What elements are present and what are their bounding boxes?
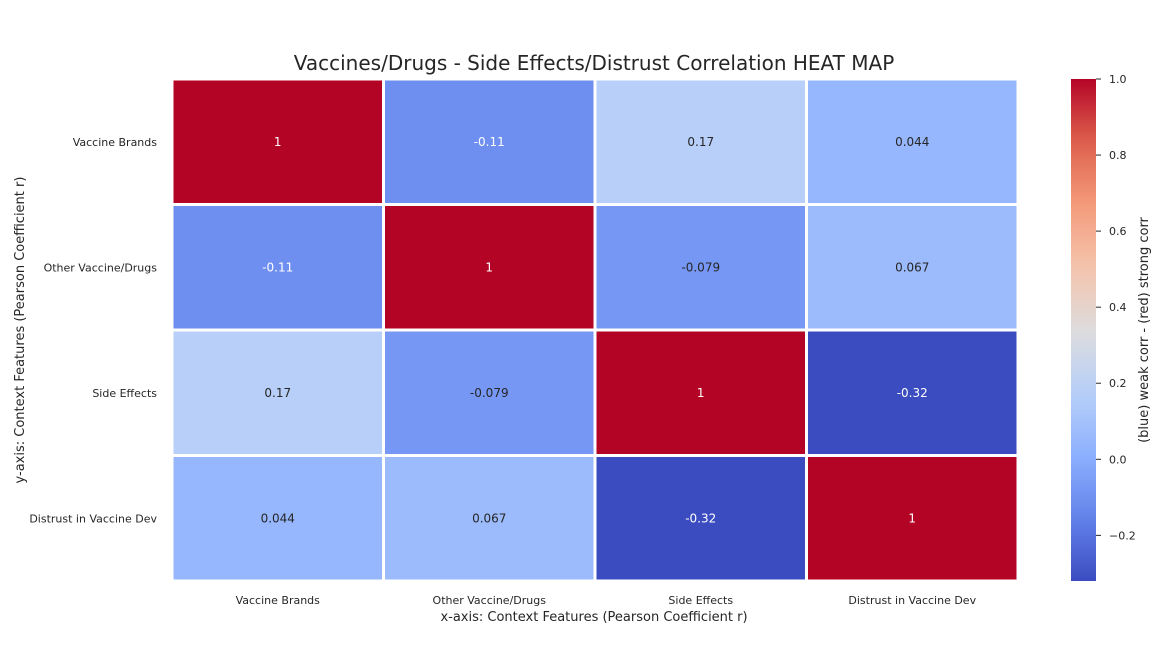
cell-value-label: -0.079 <box>470 386 509 400</box>
cell-value-label: 0.044 <box>261 511 295 525</box>
cell-value-label: -0.32 <box>685 511 716 525</box>
heatmap-cell <box>382 328 597 457</box>
y-tick-label: Other Vaccine/Drugs <box>44 261 158 274</box>
cell-value-label: 1 <box>485 260 493 274</box>
cell-value-label: -0.11 <box>262 260 293 274</box>
colorbar-tick-label: −0.2 <box>1109 529 1136 542</box>
y-tick-label: Side Effects <box>92 387 157 400</box>
heatmap-cell <box>805 77 1020 206</box>
cell-value-label: 0.067 <box>895 260 929 274</box>
y-axis-label: y-axis: Context Features (Pearson Coeffi… <box>13 177 28 484</box>
colorbar-tick-label: 0.2 <box>1109 377 1127 390</box>
cell-value-label: 1 <box>697 386 705 400</box>
cell-value-label: 1 <box>908 511 916 525</box>
cell-value-label: 0.067 <box>472 511 506 525</box>
colorbar <box>1071 79 1096 581</box>
heatmap-cell <box>170 454 385 583</box>
cell-value-label: -0.32 <box>897 386 928 400</box>
cell-value-label: 0.044 <box>895 135 929 149</box>
x-tick-label: Vaccine Brands <box>236 594 321 607</box>
x-tick-label: Side Effects <box>668 594 733 607</box>
y-tick-label: Distrust in Vaccine Dev <box>29 512 157 525</box>
colorbar-tick-label: 0.8 <box>1109 149 1127 162</box>
heatmap-cell <box>382 454 597 583</box>
heatmap-cell <box>382 77 597 206</box>
x-tick-label: Distrust in Vaccine Dev <box>848 594 976 607</box>
x-tick-label: Other Vaccine/Drugs <box>433 594 547 607</box>
colorbar-tick-label: 1.0 <box>1109 73 1127 86</box>
heatmap-cell <box>805 328 1020 457</box>
cell-value-label: 0.17 <box>687 135 714 149</box>
heatmap-cell <box>593 77 808 206</box>
chart-title: Vaccines/Drugs - Side Effects/Distrust C… <box>294 51 895 75</box>
heatmap-cell <box>170 77 385 206</box>
cell-value-label: 1 <box>274 135 282 149</box>
x-axis-label: x-axis: Context Features (Pearson Coeffi… <box>440 610 747 625</box>
colorbar-tick-label: 0.6 <box>1109 225 1127 238</box>
cell-value-label: -0.079 <box>681 260 720 274</box>
heatmap-cell <box>805 203 1020 332</box>
cell-value-label: -0.11 <box>474 135 505 149</box>
y-tick-label: Vaccine Brands <box>73 136 158 149</box>
colorbar-tick-label: 0.4 <box>1109 301 1127 314</box>
cell-value-label: 0.17 <box>264 386 291 400</box>
colorbar-label: (blue) weak corr - (red) strong corr <box>1137 216 1152 442</box>
heatmap-cell <box>805 454 1020 583</box>
colorbar-tick-label: 0.0 <box>1109 453 1127 466</box>
heatmap-cell <box>382 203 597 332</box>
